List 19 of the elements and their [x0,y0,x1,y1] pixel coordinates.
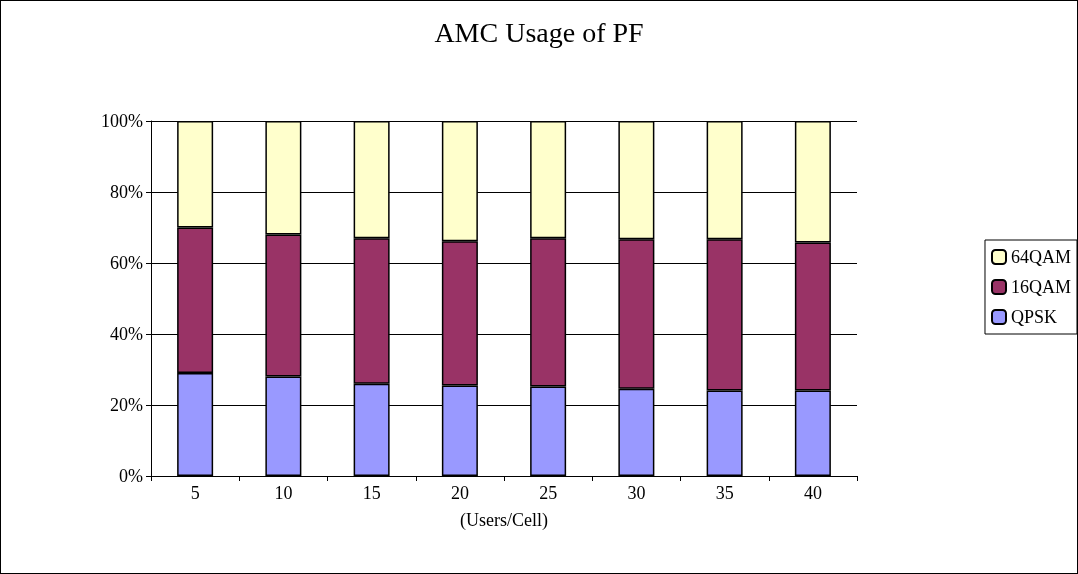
legend-label: 64QAM [1011,247,1072,267]
x-tick-label: 35 [715,483,734,503]
legend-label: 16QAM [1011,277,1072,297]
x-tick-label: 10 [274,483,293,503]
x-tick-label: 40 [803,483,822,503]
x-tick-label: 5 [190,483,200,503]
y-tick-label: 40% [110,324,143,344]
x-tick-label: 30 [627,483,646,503]
y-tick-label: 100% [101,111,143,131]
y-tick-label: 0% [119,466,143,486]
x-tick-label: 25 [539,483,558,503]
y-tick-label: 20% [110,395,143,415]
x-tick-label: 20 [450,483,469,503]
y-tick-label: 60% [110,253,143,273]
y-tick-label: 80% [110,182,143,202]
x-axis-title: (Users/Cell) [460,510,548,531]
legend-label: QPSK [1011,307,1058,327]
chart-title: AMC Usage of PF [434,16,644,48]
x-tick-label: 15 [362,483,381,503]
